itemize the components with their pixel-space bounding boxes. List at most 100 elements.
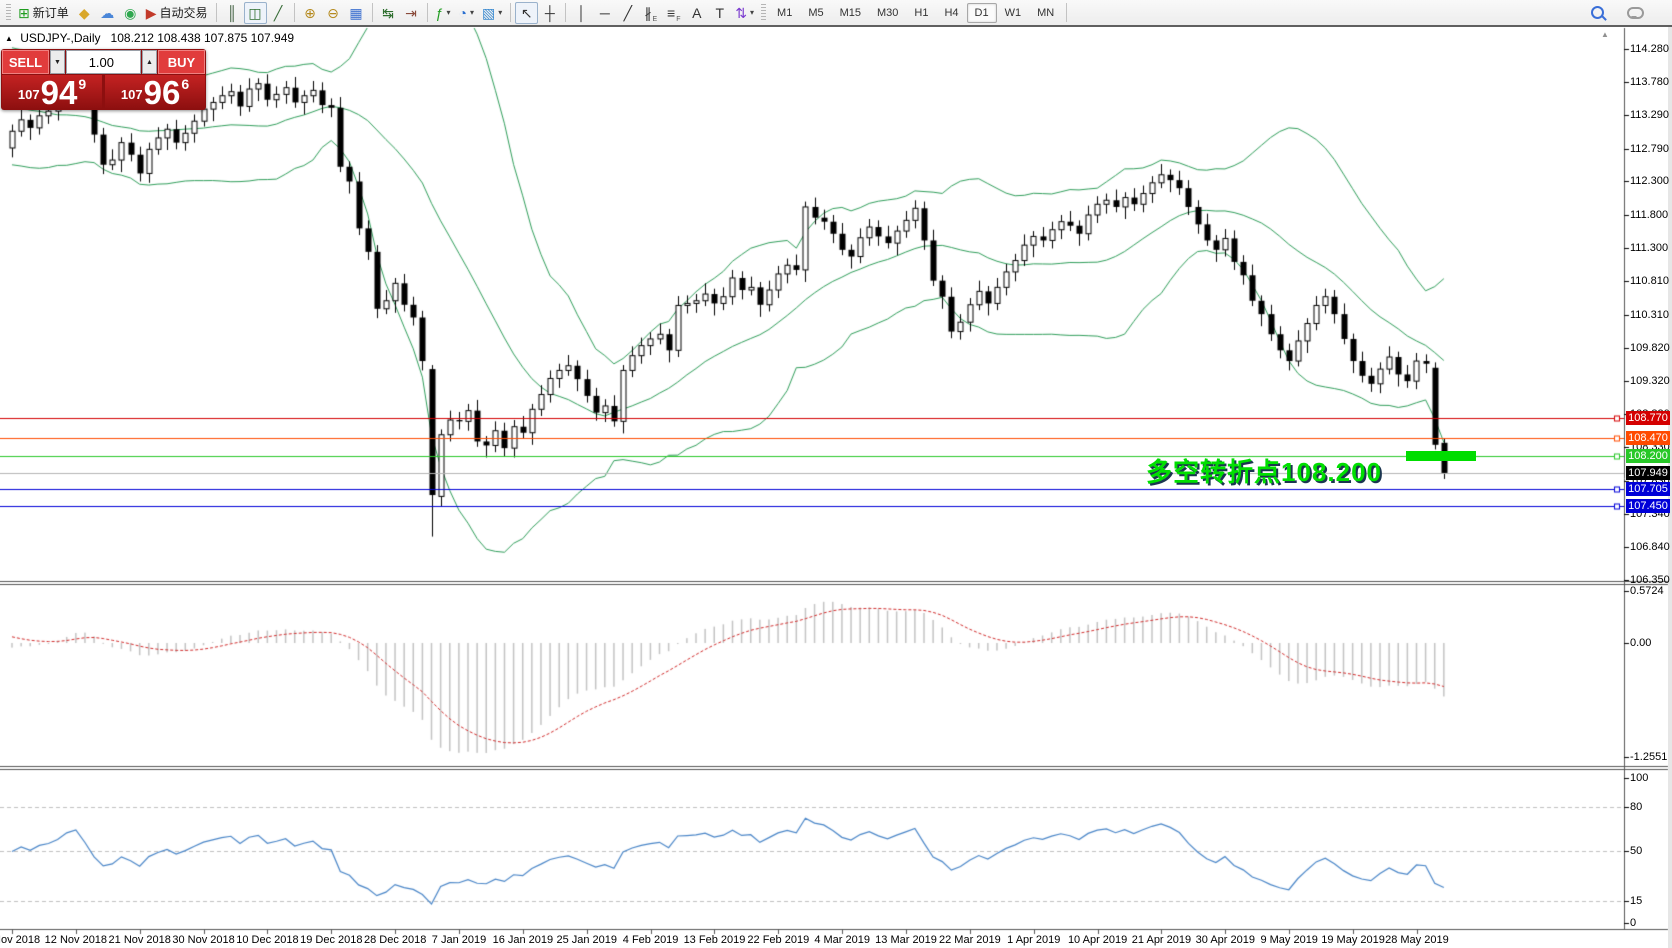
timeframe-h1[interactable]: H1 [914,6,929,19]
chevron-down-icon[interactable]: ▾ [446,8,451,17]
candlestick-chart-button[interactable]: ◫ [243,1,267,24]
signals-icon: ◉ [124,4,137,21]
templates-button[interactable]: ▧ ▾ [478,2,506,24]
scroll-to-end-icon[interactable]: ▲ [1601,30,1609,39]
level-marker-bar[interactable] [1406,451,1476,461]
volume-decrease-button[interactable]: ▼ [50,50,65,74]
chevron-down-icon[interactable]: ▾ [470,8,475,17]
chevron-down-icon[interactable]: ▾ [498,8,503,17]
line-chart-button[interactable]: ╱ [267,2,290,24]
candlestick-icon: ◫ [248,4,262,21]
sell-price-pip: 9 [78,76,87,92]
collapse-icon[interactable]: ▲ [5,34,13,43]
community-button[interactable]: ☁ [96,2,119,24]
toolbar-separator [215,3,217,22]
text-button[interactable]: A [685,2,708,24]
timeframe-m1[interactable]: M1 [777,6,793,19]
zoom-in-icon: ⊕ [304,4,316,21]
market-button[interactable]: ◆ [73,2,96,24]
sell-price-handle: 107 [17,87,40,102]
indicators-button[interactable]: ƒ ▾ [432,2,455,24]
trendline-icon: ╱ [623,4,632,21]
new-order-button[interactable]: ⊞ 新订单 [14,2,73,24]
new-order-icon: ⊞ [18,4,30,21]
chat-button[interactable] [1623,2,1648,24]
timeframe-h4[interactable]: H4 [944,6,959,19]
timeframe-mn[interactable]: MN [1037,6,1055,19]
chat-icon [1627,6,1644,19]
toolbar-separator [371,3,373,22]
community-icon: ☁ [100,4,115,21]
channel-button[interactable]: ∦ E [639,2,662,24]
timeframe-m30[interactable]: M30 [877,6,899,19]
crosshair-button[interactable]: ┼ [538,2,561,24]
fibonacci-icon: ≡ [667,4,676,21]
window-right-edge [1668,0,1672,948]
auto-scroll-button[interactable]: ↹ [377,2,400,24]
text-icon: A [692,4,702,21]
chart-shift-button[interactable]: ⇥ [400,2,423,24]
equidistant-channel-icon: ∦ [644,4,652,21]
toolbar-separator [1066,3,1068,22]
channel-button-badge: E [652,15,658,23]
cursor-icon: ↖ [520,4,533,21]
fibonacci-button[interactable]: ≡ F [662,2,685,24]
arrows-button[interactable]: ⇅ ▾ [731,2,758,24]
buy-price-box[interactable]: 107 96 6 [105,74,205,111]
symbol-period-label: USDJPY-,Daily [20,31,101,45]
toolbar-separator [293,3,295,22]
market-icon: ◆ [78,4,90,21]
buy-button[interactable]: BUY [158,50,205,74]
bar-chart-button[interactable]: ║ [221,2,244,24]
buy-price-handle: 107 [120,87,143,102]
tile-windows-button[interactable]: ▦ [345,2,368,24]
volume-increase-button[interactable]: ▲ [142,50,157,74]
timeframe-m15[interactable]: M15 [839,6,861,19]
trendline-button[interactable]: ╱ [616,2,639,24]
annotation-text[interactable]: 多空转折点108.200 [1146,457,1382,487]
vertical-line-button[interactable]: │ [570,2,593,24]
chart-shift-icon: ⇥ [405,4,417,21]
toolbar-grip [761,3,767,22]
sell-price-big: 94 [40,74,78,111]
cursor-button[interactable]: ↖ [515,1,539,24]
search-button[interactable] [1586,2,1609,24]
toolbar-separator [426,3,428,22]
autotrading-button-label: 自动交易 [159,6,208,20]
arrows-icon: ⇅ [735,4,748,21]
text-label-button[interactable]: T [708,2,731,24]
sell-price-box[interactable]: 107 94 9 [2,74,102,111]
volume-down-icon: ▼ [54,58,61,66]
chevron-down-icon[interactable]: ▾ [750,8,755,17]
periods-button[interactable]: ◔ ▾ [455,2,478,24]
zoom-out-button[interactable]: ⊖ [322,2,345,24]
toolbar-separator [565,3,567,22]
buy-price-big: 96 [143,74,181,111]
one-click-trading-panel: SELL ▼ 1.00 ▲ BUY 107 94 9 107 96 6 [1,49,206,110]
auto-scroll-icon: ↹ [382,4,394,21]
autotrading-icon: ▶ [145,4,157,21]
line-chart-icon: ╱ [273,4,283,21]
horizontal-line-button[interactable]: ─ [593,2,616,24]
crosshair-icon: ┼ [544,4,555,21]
text-label-icon: T [715,4,725,21]
autotrading-button[interactable]: ▶ 自动交易 [142,2,212,24]
toolbar-separator [510,3,512,22]
indicators-icon: ƒ [435,4,444,21]
horizontal-line-icon: ─ [599,4,610,21]
periods-icon: ◔ [458,4,468,21]
zoom-in-button[interactable]: ⊕ [299,2,322,24]
timeframe-d1[interactable]: D1 [966,2,997,23]
timeframe-m5[interactable]: M5 [808,6,824,19]
fibonacci-button-badge: F [676,15,681,23]
zoom-out-icon: ⊖ [327,4,339,21]
vertical-line-icon: │ [577,4,587,21]
timeframe-w1[interactable]: W1 [1004,6,1022,19]
bar-chart-icon: ║ [227,4,237,21]
sell-button[interactable]: SELL [2,50,49,74]
new-order-button-label: 新订单 [32,6,69,20]
signals-button[interactable]: ◉ [119,2,142,24]
volume-input[interactable]: 1.00 [66,50,141,74]
templates-icon: ▧ [482,4,496,21]
